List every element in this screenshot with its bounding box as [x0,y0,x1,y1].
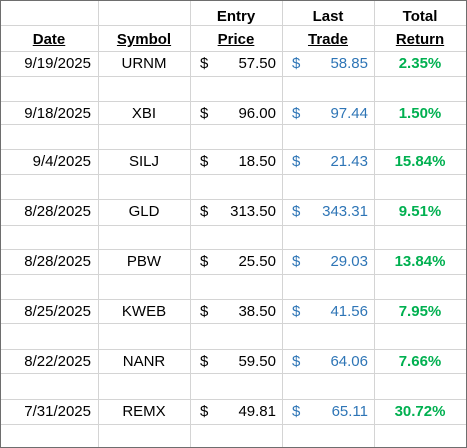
row-gridline [1,249,466,250]
entry-currency-symbol[interactable]: $ [200,353,209,370]
last-trade-cell[interactable]: 58.85 [330,55,368,72]
last-currency-symbol[interactable]: $ [292,403,301,420]
header-total-return[interactable]: Return [395,31,445,48]
row-gridline [1,25,466,26]
row-gridline [1,225,466,226]
total-return-cell[interactable]: 1.50% [398,105,442,122]
row-gridline [1,76,466,77]
column-gridline [98,1,99,447]
header-entry-price[interactable]: Price [217,31,255,48]
column-gridline [374,1,375,447]
entry-currency-symbol[interactable]: $ [200,105,209,122]
total-return-cell[interactable]: 15.84% [394,153,446,170]
date-cell[interactable]: 8/28/2025 [24,203,91,220]
last-trade-cell[interactable]: 41.56 [330,303,368,320]
total-return-cell[interactable]: 7.95% [398,303,442,320]
total-return-cell[interactable]: 13.84% [394,253,446,270]
last-trade-cell[interactable]: 97.44 [330,105,368,122]
entry-currency-symbol[interactable]: $ [200,303,209,320]
row-gridline [1,424,466,425]
row-gridline [1,124,466,125]
entry-price-cell[interactable]: 49.81 [238,403,276,420]
entry-price-cell[interactable]: 57.50 [238,55,276,72]
last-trade-cell[interactable]: 29.03 [330,253,368,270]
row-gridline [1,174,466,175]
entry-currency-symbol[interactable]: $ [200,55,209,72]
row-gridline [1,299,466,300]
last-trade-cell[interactable]: 64.06 [330,353,368,370]
date-cell[interactable]: 8/28/2025 [24,253,91,270]
date-cell[interactable]: 8/25/2025 [24,303,91,320]
last-currency-symbol[interactable]: $ [292,105,301,122]
last-trade-cell[interactable]: 21.43 [330,153,368,170]
symbol-cell[interactable]: PBW [126,253,162,270]
row-gridline [1,274,466,275]
symbol-cell[interactable]: GLD [128,203,160,220]
header-entry-top[interactable]: Entry [216,8,256,25]
symbol-cell[interactable]: SILJ [128,153,159,170]
header-date[interactable]: Date [32,31,66,48]
header-last-top[interactable]: Last [312,8,344,25]
total-return-cell[interactable]: 2.35% [398,55,442,72]
total-return-cell[interactable]: 30.72% [394,403,446,420]
row-gridline [1,101,466,102]
last-currency-symbol[interactable]: $ [292,203,301,220]
date-cell[interactable]: 9/18/2025 [24,105,91,122]
header-return-top[interactable]: Total [402,8,438,25]
row-gridline [1,199,466,200]
date-cell[interactable]: 7/31/2025 [24,403,91,420]
entry-price-cell[interactable]: 38.50 [238,303,276,320]
symbol-cell[interactable]: REMX [122,403,166,420]
entry-currency-symbol[interactable]: $ [200,403,209,420]
date-cell[interactable]: 9/19/2025 [24,55,91,72]
entry-price-cell[interactable]: 25.50 [238,253,276,270]
last-currency-symbol[interactable]: $ [292,303,301,320]
row-gridline [1,51,466,52]
entry-price-cell[interactable]: 96.00 [238,105,276,122]
entry-currency-symbol[interactable]: $ [200,153,209,170]
header-last-trade[interactable]: Trade [307,31,349,48]
symbol-cell[interactable]: XBI [131,105,157,122]
row-gridline [1,399,466,400]
total-return-cell[interactable]: 9.51% [398,203,442,220]
total-return-cell[interactable]: 7.66% [398,353,442,370]
symbol-cell[interactable]: NANR [122,353,166,370]
date-cell[interactable]: 9/4/2025 [32,153,91,170]
last-trade-cell[interactable]: 343.31 [322,203,368,220]
column-gridline [282,1,283,447]
last-currency-symbol[interactable]: $ [292,353,301,370]
entry-currency-symbol[interactable]: $ [200,203,209,220]
entry-price-cell[interactable]: 18.50 [238,153,276,170]
row-gridline [1,323,466,324]
entry-price-cell[interactable]: 313.50 [230,203,276,220]
entry-price-cell[interactable]: 59.50 [238,353,276,370]
last-trade-cell[interactable]: 65.11 [331,403,368,420]
last-currency-symbol[interactable]: $ [292,55,301,72]
symbol-cell[interactable]: KWEB [121,303,167,320]
last-currency-symbol[interactable]: $ [292,253,301,270]
row-gridline [1,349,466,350]
row-gridline [1,373,466,374]
symbol-cell[interactable]: URNM [121,55,167,72]
column-gridline [190,1,191,447]
date-cell[interactable]: 8/22/2025 [24,353,91,370]
last-currency-symbol[interactable]: $ [292,153,301,170]
header-symbol[interactable]: Symbol [116,31,172,48]
row-gridline [1,149,466,150]
entry-currency-symbol[interactable]: $ [200,253,209,270]
